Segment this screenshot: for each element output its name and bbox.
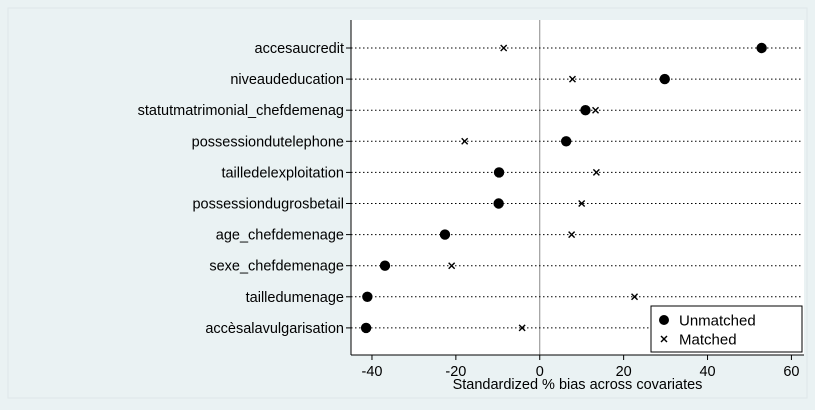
y-tick-label: accèsalavulgarisation (205, 321, 344, 337)
unmatched-point (362, 291, 373, 302)
legend-label: Unmatched (679, 313, 756, 330)
unmatched-point (493, 167, 505, 178)
unmatched-point (493, 198, 504, 209)
y-tick-label: possessiondutelephone (192, 134, 344, 150)
legend-box (650, 305, 803, 353)
unmatched-point (439, 229, 451, 240)
matched-point (568, 75, 576, 83)
unmatched-point (756, 42, 767, 54)
plot-area (351, 20, 804, 355)
matched-point (568, 231, 576, 239)
x-tick-label: 20 (616, 364, 632, 380)
matched-point (592, 106, 600, 114)
y-tick-label: tailledelexploitation (221, 165, 344, 181)
matched-point (500, 44, 508, 52)
unmatched-point (659, 73, 670, 85)
y-tick-label: niveaudeducation (230, 72, 344, 88)
y-tick-label: possessiondugrosbetail (192, 197, 344, 213)
x-axis-title: Standardized % bias across covariates (453, 377, 703, 393)
x-tick-label: -20 (445, 364, 466, 380)
unmatched-point (360, 322, 372, 334)
y-tick-label: statutmatrimonial_chefdemenag (138, 103, 344, 119)
y-tick-label: age_chefdemenage (216, 228, 344, 244)
x-tick-label: -40 (361, 364, 382, 380)
matched-point (578, 200, 586, 207)
matched-point (631, 293, 639, 301)
y-tick-label: tailledumenage (246, 290, 344, 306)
matched-point (592, 168, 600, 176)
legend-label: Matched (679, 332, 737, 349)
x-tick-label: 0 (536, 364, 544, 380)
y-tick-label: sexe_chefdemenage (209, 259, 344, 275)
matched-point (518, 324, 526, 332)
outer-frame (7, 7, 808, 399)
x-tick-label: 60 (783, 364, 799, 380)
legend-unmatched-marker (659, 315, 669, 325)
x-tick-label: 40 (699, 364, 715, 380)
unmatched-point (379, 260, 391, 271)
unmatched-point (560, 136, 572, 147)
matched-point (448, 262, 456, 270)
y-tick-label: accesaucredit (255, 41, 344, 57)
unmatched-point (580, 105, 591, 116)
matched-point (461, 137, 469, 145)
legend-matched-marker (660, 335, 668, 343)
